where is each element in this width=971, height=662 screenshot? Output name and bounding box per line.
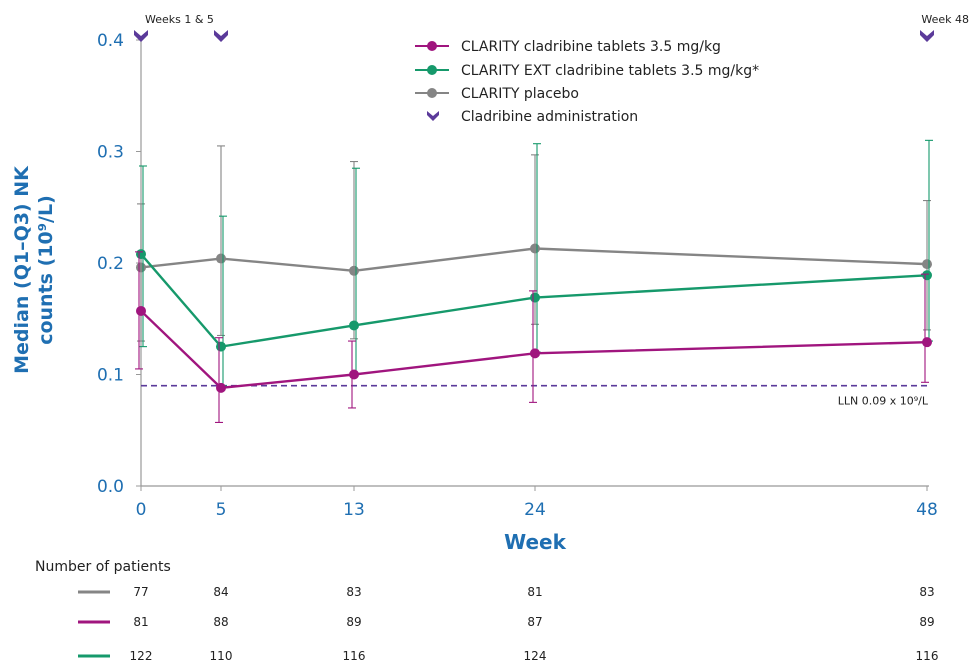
legend-item-placebo: CLARITY placebo [415,86,579,102]
legend-label-cladribine: CLARITY cladribine tablets 3.5 mg/kg [461,39,721,55]
y-tick-label: 0.3 [97,143,124,163]
data-point [922,270,932,281]
data-point [136,249,146,260]
admin-label-weeks-1-5: Weeks 1 & 5 [145,13,214,26]
legend-item-administration: Cladribine administration [427,109,638,125]
x-tick-label: 0 [136,500,147,520]
patients-count: 77 [133,585,148,599]
legend-item-cladribine: CLARITY cladribine tablets 3.5 mg/kg [415,39,721,55]
y-tick-label: 0.4 [97,31,124,51]
administration-chevron-icon [134,30,148,42]
y-axis-title-line1: Median (Q1–Q3) NK [11,165,33,374]
patients-count: 116 [343,649,366,662]
patients-count: 83 [346,585,361,599]
x-tick-label: 5 [216,500,227,520]
administration-markers [134,30,934,42]
patients-count: 87 [527,615,542,629]
legend-item-ext: CLARITY EXT cladribine tablets 3.5 mg/kg… [415,63,759,79]
data-point [922,337,932,348]
patients-count: 83 [919,585,934,599]
x-tick-labels: 0 5 13 24 48 [136,486,938,520]
patients-count: 81 [133,615,148,629]
patients-count: 89 [919,615,934,629]
data-point [530,348,540,359]
x-tick-label: 24 [524,500,546,520]
y-tick-label: 0.1 [97,366,124,386]
data-point [922,259,932,270]
y-axis-title: Median (Q1–Q3) NK counts (10⁹/L) [11,165,57,374]
legend-marker-ext [427,65,437,75]
legend-label-administration: Cladribine administration [461,109,638,125]
x-tick-label: 48 [916,500,938,520]
legend-marker-placebo [427,88,437,98]
y-axis-title-line2: counts (10⁹/L) [35,195,57,345]
patients-count: 122 [130,649,153,662]
x-axis-title: Week [504,530,566,554]
y-tick-labels: 0.0 0.1 0.2 0.3 0.4 [97,31,141,497]
administration-chevron-icon [214,30,228,42]
series-layer [135,139,933,423]
data-point [349,320,359,331]
data-point [136,305,146,316]
data-point [216,341,226,352]
data-point [216,382,226,393]
administration-chevron-icon [920,30,934,42]
legend-label-ext: CLARITY EXT cladribine tablets 3.5 mg/kg… [461,63,759,79]
data-point [530,292,540,303]
patients-count: 89 [346,615,361,629]
data-point [530,243,540,254]
legend-label-placebo: CLARITY placebo [461,86,579,102]
x-tick-label: 13 [343,500,365,520]
y-tick-label: 0.0 [97,477,124,497]
data-point [216,253,226,264]
series-2 [136,145,932,342]
patients-table: 77 84 83 81 83 81 88 89 87 89 122 110 116 124 116 [78,585,938,662]
data-point [349,265,359,276]
legend-marker-cladribine [427,41,437,51]
patients-table-title: Number of patients [35,559,171,575]
patients-count: 84 [213,585,228,599]
series-0 [135,251,932,423]
patients-count: 124 [524,649,547,662]
patients-count: 81 [527,585,542,599]
chevron-down-icon [427,111,439,121]
patients-count: 110 [210,649,233,662]
patients-count: 116 [916,649,939,662]
patients-count: 88 [213,615,228,629]
data-point [349,369,359,380]
admin-label-week-48: Week 48 [921,13,969,26]
y-tick-label: 0.2 [97,254,124,274]
legend: CLARITY cladribine tablets 3.5 mg/kg CLA… [415,39,759,125]
data-point [136,262,146,273]
lln-reference-label: LLN 0.09 x 10⁹/L [838,395,929,408]
